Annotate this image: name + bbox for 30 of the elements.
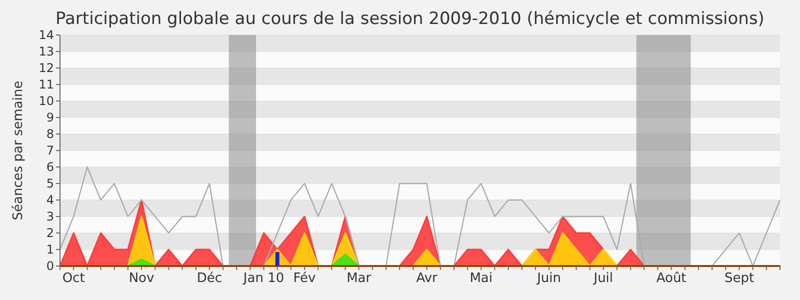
x-tick-label: Nov bbox=[128, 271, 154, 286]
y-tick-label: 14 bbox=[38, 28, 54, 42]
x-tick-label: Jan 10 bbox=[242, 271, 284, 286]
x-tick-label: Fév bbox=[293, 271, 316, 286]
x-tick-label: Oct bbox=[62, 271, 85, 286]
y-tick-label: 7 bbox=[46, 144, 54, 158]
y-tick-label: 5 bbox=[46, 176, 54, 191]
y-tick-label: 13 bbox=[38, 44, 54, 59]
x-tick-label: Août bbox=[656, 271, 686, 286]
y-tick-label: 0 bbox=[46, 259, 54, 274]
y-tick-label: 11 bbox=[38, 78, 54, 92]
y-tick-label: 6 bbox=[46, 160, 54, 174]
y-tick-label: 3 bbox=[46, 210, 54, 224]
y-tick-label: 2 bbox=[46, 226, 54, 240]
chart-title: Participation globale au cours de la session 2009-2010 (hémicycle et commissions) bbox=[56, 9, 764, 29]
x-tick-label: Avr bbox=[416, 271, 438, 286]
x-tick-label: Juil bbox=[592, 271, 614, 286]
y-tick-label: 9 bbox=[46, 110, 54, 125]
x-tick-label: Déc bbox=[196, 271, 222, 286]
x-tick-label: Mar bbox=[346, 271, 372, 286]
x-tick-label: Juin bbox=[536, 271, 562, 286]
y-tick-label: 4 bbox=[46, 193, 54, 208]
y-tick-label: 12 bbox=[38, 61, 54, 76]
x-tick-label: Mai bbox=[470, 271, 493, 286]
y-tick-label: 8 bbox=[46, 127, 54, 142]
y-axis-title: Séances par semaine bbox=[11, 80, 26, 220]
y-tick-label: 10 bbox=[38, 94, 54, 108]
x-tick-label: Sept bbox=[724, 271, 754, 286]
y-tick-label: 1 bbox=[46, 242, 54, 257]
line-series bbox=[59, 166, 781, 267]
